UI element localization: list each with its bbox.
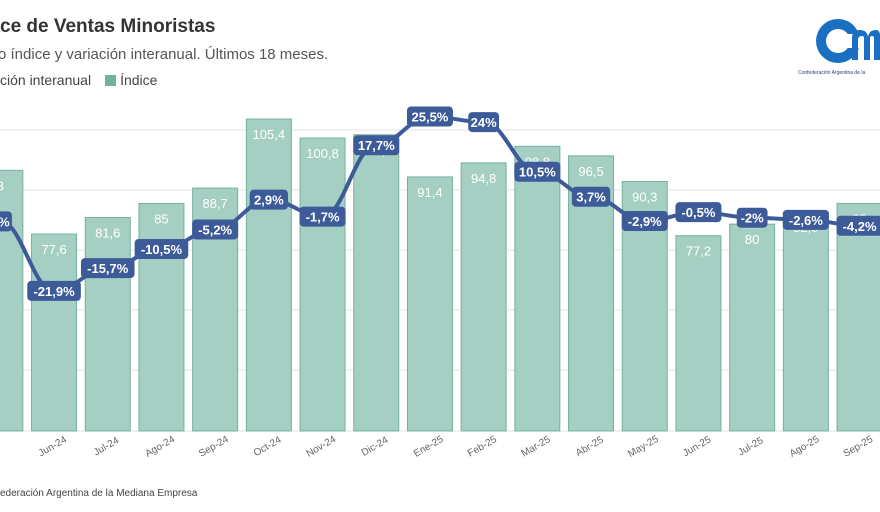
legend-line-label: ción interanual [0,72,92,88]
x-tick-label: Jul-24 [92,435,121,458]
point-label-bg [134,238,189,259]
bar-value-label: 96,5 [578,164,603,179]
bar-value-label: 91,4 [417,185,442,200]
x-tick-label: Mar-25 [520,434,553,460]
bar-Mar-25 [514,145,561,432]
bar-Ene-25 [406,176,453,432]
bar-value-label: 88,7 [202,196,227,211]
point-label: -1,7% [306,210,340,225]
point-label: -21,9% [33,284,75,299]
bar-Dic-24 [353,134,400,432]
bar-Nov-24 [299,137,346,432]
bar-value-label: 100,8 [306,146,339,161]
point-label-bg [299,206,346,227]
point-label-bg [80,258,135,279]
bar-Jul-24 [84,217,131,432]
point-label: 25,5% [412,110,449,125]
chart-area: 377,681,68588,7105,4100,8101,691,494,898… [0,106,880,460]
x-tick-label: Feb-25 [466,434,499,460]
bar-value-label: 3 [0,178,4,193]
point-label-bg [675,202,722,223]
bar-value-label: 80 [745,232,759,247]
point-label-bg [0,211,12,232]
source-note: ederación Argentina de la Mediana Empres… [0,488,198,499]
bar-Oct-24 [245,118,292,432]
point-label: -5,2% [198,222,232,237]
chart-subtitle: o índice y variación interanual. Últimos… [0,46,329,63]
point-label: -10,5% [141,242,183,257]
point-label-bg [353,135,400,156]
point-label: -2% [741,211,765,226]
point-label-bg [249,189,289,210]
bar-Ago-25 [782,211,829,432]
bar-value-label: 77,6 [41,242,66,257]
x-tick-label: Sep-25 [842,434,876,460]
x-tick-label: Nov-24 [305,434,339,460]
point-label-bg [406,106,453,127]
legend-bar-label: Índice [120,72,158,88]
point-label: -2,6% [789,213,823,228]
x-tick-label: Ene-25 [412,434,446,460]
point-label: 2,9% [254,193,284,208]
bar-value-label: 90,3 [632,190,657,205]
x-tick-label: May-25 [626,434,661,460]
bar-Sep-25 [836,202,880,432]
point-label: 17,7% [358,138,395,153]
point-label-bg [571,186,611,207]
legend-bar-swatch [105,74,117,86]
point-label: 10,5% [519,165,556,180]
point-label: 24% [471,115,497,130]
x-tick-label: Dic-24 [360,435,391,459]
bar-Jul-25 [729,223,776,432]
bar-value-label: 94,8 [471,171,496,186]
point-label-bg [514,161,561,182]
point-label-bg [192,219,239,240]
bar-Jun-25 [675,235,722,432]
point-label: 3% [0,214,10,229]
x-tick-label: Ago-24 [143,434,177,460]
bar-value-label: 77,2 [686,244,711,259]
came-logo-icon [816,19,880,63]
point-label: -4,2% [843,219,877,234]
point-label: 3,7% [576,190,606,205]
x-tick-label: Jun-24 [37,434,69,459]
x-tick-label: Oct-24 [252,434,284,459]
x-tick-label: Jul-25 [736,435,765,458]
bar-value-label: 85 [154,211,168,226]
bar-Jun-24 [31,233,78,432]
point-label-bg [621,210,668,231]
x-tick-label: Jun-25 [681,434,713,459]
bar-value-label: 105,4 [253,127,286,142]
legend: ción interanual Índice [0,72,157,88]
point-label-bg [468,112,500,133]
logo-caption: Confederación Argentina de la [798,70,866,76]
bar-May-24 [0,169,24,432]
x-tick-label: Ago-25 [788,434,822,460]
x-tick-label: Sep-24 [197,434,231,460]
point-label: -0,5% [681,205,715,220]
chart-title: ce de Ventas Minoristas [0,16,216,37]
point-label-bg [782,209,829,230]
point-label: -15,7% [87,261,129,276]
bar-Feb-25 [460,162,507,432]
point-label-bg [736,207,768,228]
point-label: -2,9% [628,214,662,229]
x-tick-label: Abr-25 [574,434,606,459]
point-label-bg [27,280,81,301]
point-label-bg [836,215,880,236]
bar-Ago-24 [138,202,185,432]
bar-value-label: 81,6 [95,226,120,241]
